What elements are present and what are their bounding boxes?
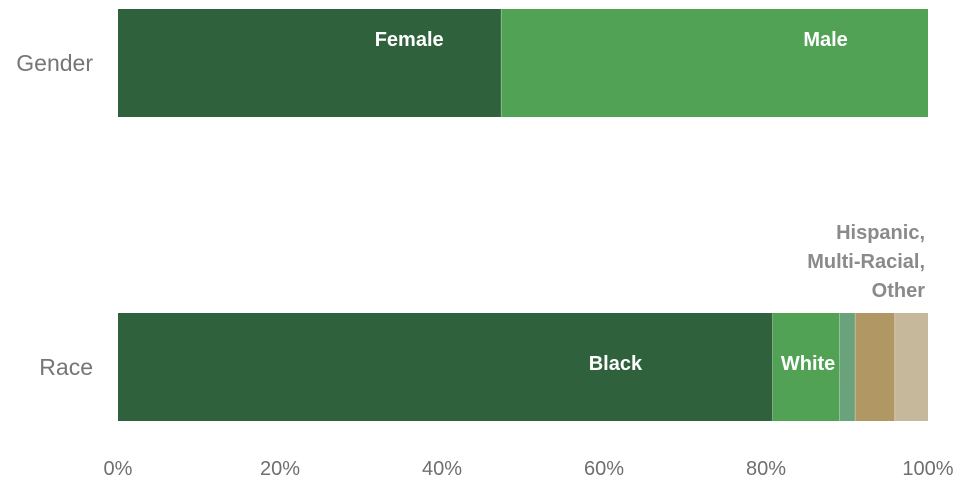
- row-label-race: Race: [39, 354, 93, 380]
- bar-segment-gender-male: [501, 9, 928, 117]
- segment-label-female: Female: [375, 29, 444, 51]
- bar-segment-gender-female: [118, 9, 502, 117]
- row-labels-group: Gender Race: [16, 50, 93, 380]
- annotation-line: Hispanic,: [836, 222, 925, 244]
- bar-segment-race-white: [772, 313, 840, 421]
- x-axis-ticks-group: 0% 20% 40% 60% 80% 100%: [104, 458, 954, 480]
- bars-group: [118, 9, 928, 421]
- segment-label-white: White: [781, 353, 835, 375]
- x-tick-label: 20%: [260, 458, 300, 480]
- annotation-line: Other: [872, 280, 926, 302]
- segment-label-black: Black: [589, 353, 643, 375]
- segment-label-male: Male: [803, 29, 847, 51]
- bar-segment-race-black: [118, 313, 773, 421]
- x-tick-label: 0%: [104, 458, 133, 480]
- row-label-gender: Gender: [16, 50, 93, 76]
- x-tick-label: 80%: [746, 458, 786, 480]
- bar-segment-race-other-3: [855, 313, 895, 421]
- x-tick-label: 100%: [902, 458, 953, 480]
- bar-segment-race-other-4: [894, 313, 928, 421]
- x-tick-label: 60%: [584, 458, 624, 480]
- annotation-line: Multi-Racial,: [807, 251, 925, 273]
- race-annotation: Hispanic, Multi-Racial, Other: [807, 222, 925, 302]
- x-tick-label: 40%: [422, 458, 462, 480]
- segment-labels-group: Female Male Black White: [375, 29, 848, 375]
- bar-segment-race-other-2: [839, 313, 856, 421]
